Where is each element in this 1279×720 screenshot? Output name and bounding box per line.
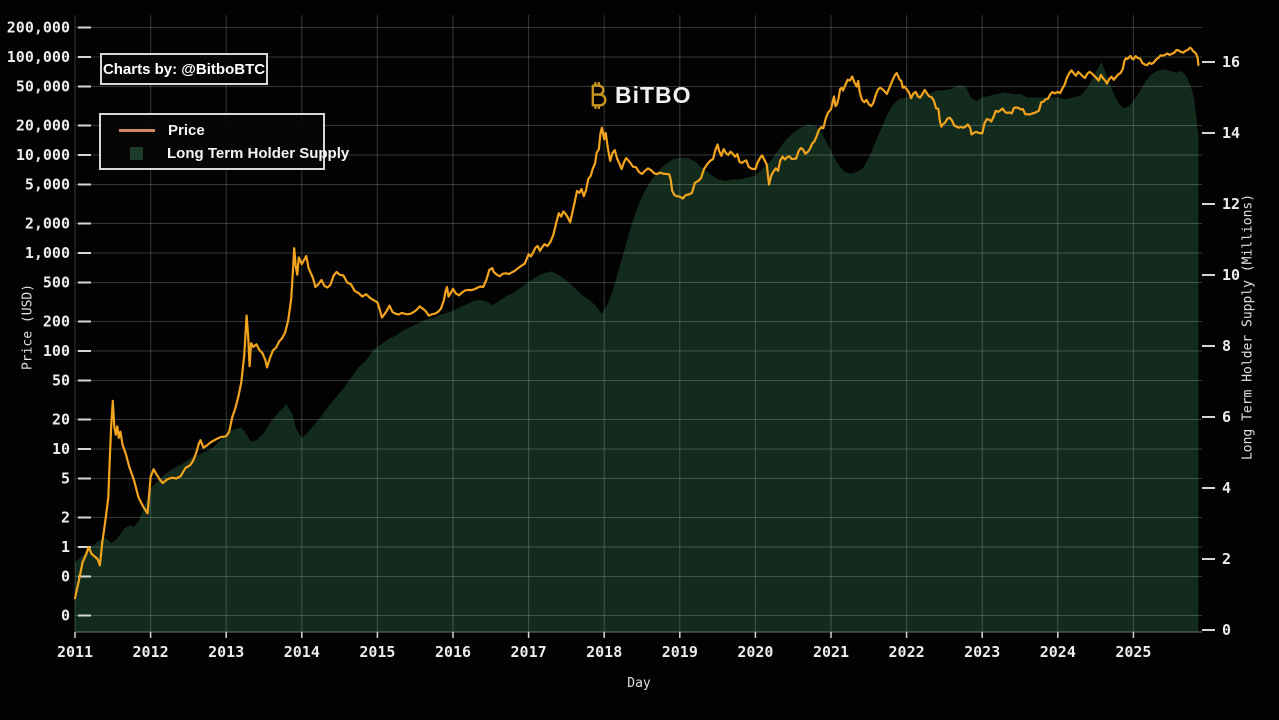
x-tick-label: 2017 [511, 643, 547, 661]
legend-label-price: Price [168, 121, 205, 139]
price-line-swatch-icon [119, 128, 155, 132]
left-tick-label: 200,000 [7, 18, 70, 36]
right-tick-label: 0 [1222, 621, 1231, 639]
lth-supply-area [75, 62, 1199, 632]
price-line [73, 46, 1200, 600]
x-tick-label: 2015 [359, 643, 395, 661]
left-tick-label: 1 [61, 538, 70, 556]
x-tick-label: 2020 [737, 643, 773, 661]
x-tick-label: 2018 [586, 643, 622, 661]
x-tick-label: 2011 [57, 643, 93, 661]
left-tick-label: 0 [61, 568, 70, 586]
x-tick-label: 2012 [133, 643, 169, 661]
x-axis-title: Day [627, 676, 651, 691]
right-tick-label: 6 [1222, 408, 1231, 426]
left-tick-label: 0 [61, 606, 70, 624]
logo-text: BiTBO [615, 82, 692, 108]
legend-item-price[interactable]: Price [101, 121, 323, 139]
lth-supply-swatch-icon [130, 146, 143, 160]
legend: Price Long Term Holder Supply [99, 113, 349, 170]
right-tick-label: 10 [1222, 266, 1240, 284]
right-tick-label: 12 [1222, 195, 1240, 213]
left-tick-label: 5,000 [25, 176, 70, 194]
bitcoin-icon [591, 82, 607, 109]
tick-marks [74, 26, 1215, 638]
bitbo-logo: BiTBO [587, 82, 692, 109]
left-tick-label: 1,000 [25, 244, 70, 262]
x-tick-label: 2021 [813, 643, 849, 661]
right-axis-title: Long Term Holder Supply (Millions) [1240, 193, 1256, 461]
x-tick-label: 2014 [284, 643, 320, 661]
left-tick-label: 500 [43, 274, 70, 292]
left-tick-label: 50,000 [16, 78, 70, 96]
right-tick-label: 16 [1222, 53, 1240, 71]
left-tick-label: 10 [52, 440, 70, 458]
left-tick-label: 20,000 [16, 116, 70, 134]
left-tick-label: 10,000 [16, 146, 70, 164]
legend-item-lth-supply[interactable]: Long Term Holder Supply [101, 144, 349, 162]
axis-tick-labels: 200,000 100,000 50,000 20,000 10,000 5,000 2,0… [7, 18, 1240, 661]
left-axis-title: Price (USD) [20, 283, 36, 371]
x-tick-label: 2013 [208, 643, 244, 661]
right-tick-label: 14 [1222, 124, 1240, 142]
left-tick-label: 100 [43, 342, 70, 360]
gridlines [74, 15, 1202, 632]
x-tick-label: 2025 [1115, 643, 1151, 661]
left-tick-label: 2 [61, 508, 70, 526]
right-tick-label: 8 [1222, 337, 1231, 355]
right-tick-label: 4 [1222, 479, 1231, 497]
left-tick-label: 200 [43, 312, 70, 330]
credit-badge: Charts by: @BitboBTC [100, 53, 268, 85]
left-tick-label: 5 [61, 470, 70, 488]
left-tick-label: 2,000 [25, 214, 70, 232]
x-tick-label: 2022 [889, 643, 925, 661]
credit-text: Charts by: @BitboBTC [102, 60, 266, 78]
left-tick-label: 100,000 [7, 48, 70, 66]
x-tick-label: 2023 [964, 643, 1000, 661]
left-tick-label: 50 [52, 372, 70, 390]
right-tick-label: 2 [1222, 550, 1231, 568]
left-tick-label: 20 [52, 410, 70, 428]
x-tick-label: 2024 [1040, 643, 1076, 661]
x-tick-label: 2019 [662, 643, 698, 661]
legend-label-lth-supply: Long Term Holder Supply [167, 144, 350, 162]
x-tick-label: 2016 [435, 643, 471, 661]
